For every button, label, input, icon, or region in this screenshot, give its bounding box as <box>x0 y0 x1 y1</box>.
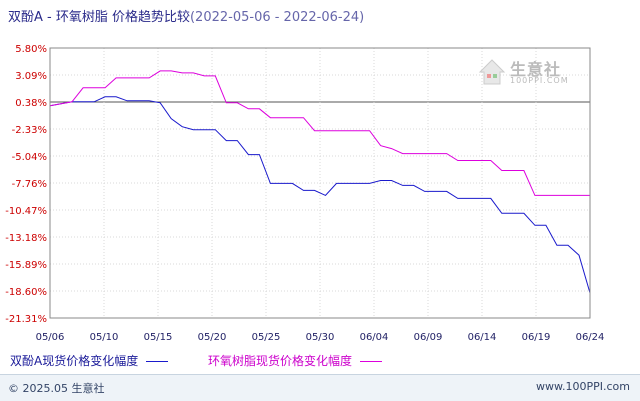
x-tick-label: 05/10 <box>90 332 119 343</box>
footer-url[interactable]: www.100PPI.com <box>536 380 630 393</box>
x-tick-label: 06/24 <box>576 332 605 343</box>
chart-title: 双酚A - 环氧树脂 价格趋势比较(2022-05-06 - 2022-06-2… <box>8 6 364 25</box>
legend-series-2-swatch <box>360 361 383 362</box>
x-tick-label: 06/19 <box>522 332 551 343</box>
x-tick-label: 06/04 <box>360 332 389 343</box>
house-logo-icon <box>478 59 506 85</box>
y-tick-label: 3.09% <box>15 71 47 82</box>
legend-series-2-label: 环氧树脂现货价格变化幅度 <box>208 354 353 368</box>
footer: © 2025.05 生意社 www.100PPI.com <box>0 374 640 401</box>
plot-frame <box>49 47 591 319</box>
x-tick-label: 05/25 <box>252 332 281 343</box>
footer-copyright: © 2025.05 生意社 <box>8 382 105 395</box>
y-tick-label: -10.47% <box>5 206 47 217</box>
series-line-1 <box>49 96 591 294</box>
x-axis-ticks: 05/06 05/10 05/15 05/20 05/25 05/30 06/04 06/09… <box>36 332 605 343</box>
legend-series-1-swatch <box>146 361 169 362</box>
y-tick-label: -18.60% <box>5 287 47 298</box>
x-tick-label: 05/20 <box>198 332 227 343</box>
x-tick-label: 05/15 <box>144 332 173 343</box>
legend: 双酚A现货价格变化幅度 环氧树脂现货价格变化幅度 <box>10 352 383 369</box>
chart-title-main: 双酚A - 环氧树脂 价格趋势比较 <box>8 10 190 25</box>
y-tick-label: -7.76% <box>12 179 47 190</box>
series-line-2 <box>49 70 590 196</box>
legend-series-2: 环氧树脂现货价格变化幅度 <box>208 354 383 368</box>
y-tick-label: -15.89% <box>5 260 47 271</box>
chart-title-range: (2022-05-06 - 2022-06-24) <box>189 10 365 25</box>
watermark-sub: 100PPI.COM <box>510 76 569 85</box>
series-lines <box>49 70 591 294</box>
x-tick-label: 05/30 <box>306 332 335 343</box>
y-tick-label: -21.31% <box>5 314 47 325</box>
watermark: 生意社 100PPI.COM <box>478 54 578 92</box>
legend-series-1: 双酚A现货价格变化幅度 <box>10 354 169 368</box>
x-tick-label: 06/09 <box>414 332 443 343</box>
y-tick-label: -5.04% <box>12 152 47 163</box>
watermark-text: 生意社 <box>510 60 562 79</box>
y-tick-label: 0.38% <box>15 98 47 109</box>
x-tick-label: 06/14 <box>468 332 497 343</box>
y-tick-label: 5.80% <box>15 44 47 55</box>
y-tick-label: -13.18% <box>5 233 47 244</box>
x-tick-label: 05/06 <box>36 332 65 343</box>
y-tick-label: -2.33% <box>12 125 47 136</box>
y-axis-ticks: 5.80% 3.09% 0.38% -2.33% -5.04% -7.76% -10.47%… <box>5 44 47 325</box>
legend-series-1-label: 双酚A现货价格变化幅度 <box>10 354 139 368</box>
